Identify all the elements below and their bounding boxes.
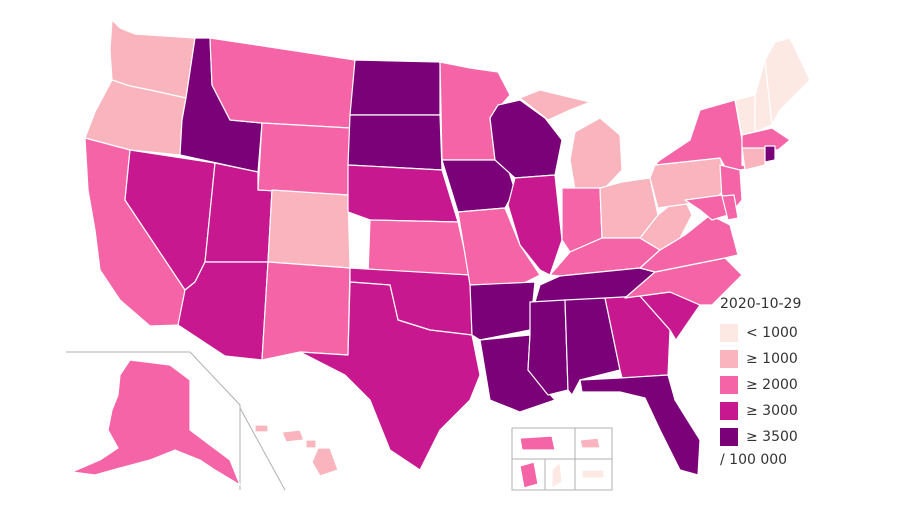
state-ak — [71, 359, 241, 486]
state-wy — [257, 122, 351, 196]
legend-label: ≥ 2000 — [746, 377, 798, 393]
state-mi — [519, 89, 623, 191]
state-ma — [741, 127, 791, 151]
legend-label: ≥ 3500 — [746, 429, 798, 445]
state-md — [684, 194, 729, 221]
legend-label: ≥ 1000 — [746, 351, 798, 367]
state-mt — [209, 37, 356, 129]
legend-item: ≥ 3000 — [720, 398, 801, 424]
state-fl — [579, 374, 701, 476]
legend-unit: / 100 000 — [720, 452, 788, 468]
state-ks — [367, 219, 471, 276]
state-hi — [254, 424, 339, 477]
state-co — [267, 189, 351, 269]
state-il — [507, 174, 563, 276]
state-tx — [299, 281, 481, 471]
legend-swatch — [720, 324, 738, 342]
state-wv — [639, 199, 693, 251]
territory-gu — [519, 461, 539, 489]
legend-label: < 1000 — [746, 325, 798, 341]
state-me — [764, 37, 811, 126]
legend-item: ≥ 1000 — [720, 346, 801, 372]
state-nm — [261, 261, 351, 361]
state-ct — [741, 147, 766, 171]
legend: 2020-10-29 < 1000 ≥ 1000 ≥ 2000 ≥ 3000 ≥ 350… — [720, 296, 801, 468]
state-ri — [764, 145, 776, 163]
legend-swatch — [720, 350, 738, 368]
legend-item: ≥ 3500 — [720, 424, 801, 450]
state-ne — [347, 164, 459, 223]
territory-vi — [579, 437, 601, 449]
state-sd — [347, 114, 443, 171]
state-ar — [469, 281, 536, 341]
state-nd — [349, 59, 441, 116]
legend-rows: < 1000 ≥ 1000 ≥ 2000 ≥ 3000 ≥ 3500 — [720, 320, 801, 450]
territory-mp — [551, 461, 563, 489]
legend-title: 2020-10-29 — [720, 296, 802, 312]
legend-swatch — [720, 402, 738, 420]
legend-swatch — [720, 376, 738, 394]
legend-item: < 1000 — [720, 320, 801, 346]
legend-swatch — [720, 428, 738, 446]
state-ny — [654, 99, 753, 173]
inset-frames — [66, 351, 613, 491]
territory-pr — [519, 435, 556, 451]
legend-label: ≥ 3000 — [746, 403, 798, 419]
legend-item: ≥ 2000 — [720, 372, 801, 398]
state-de — [721, 194, 739, 221]
territory-as — [581, 469, 605, 479]
